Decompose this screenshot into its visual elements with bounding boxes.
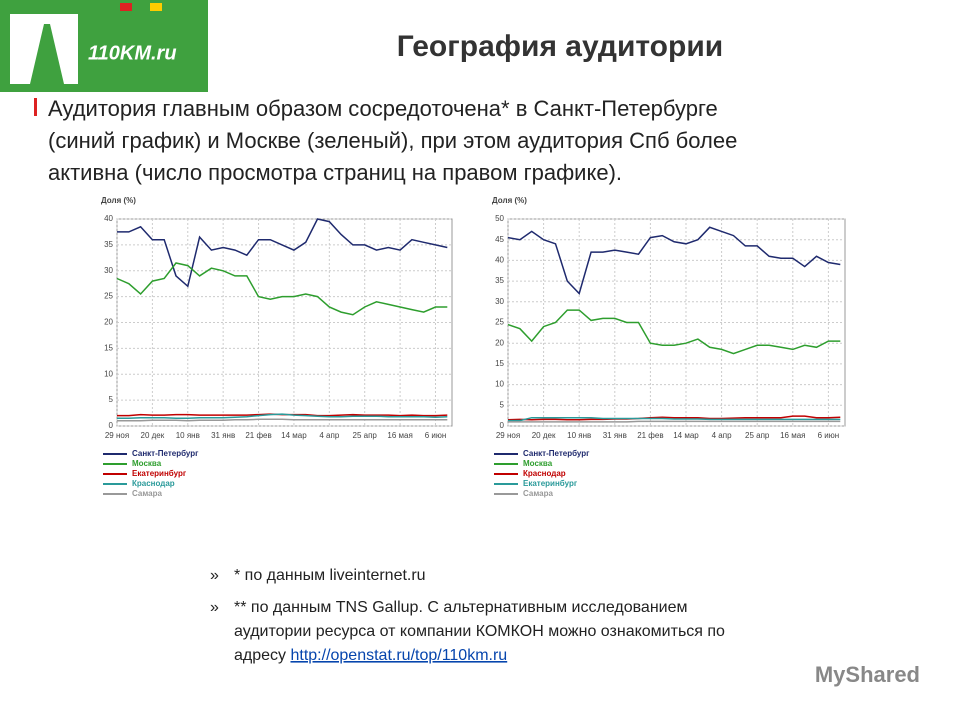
legend-label: Санкт-Петербург: [132, 449, 199, 458]
legend-label: Екатеринбург: [523, 479, 578, 488]
plot-area: [116, 218, 453, 427]
y-tick-label: 0: [109, 421, 114, 430]
x-tick-label: 31 янв: [603, 431, 627, 440]
watermark: MyShared: [815, 662, 920, 687]
logo-mark: [150, 3, 162, 11]
y-tick-label: 5: [109, 395, 114, 404]
y-tick-label: 10: [104, 369, 113, 378]
legend-label: Санкт-Петербург: [523, 449, 590, 458]
footnote-marker: »: [210, 567, 219, 584]
footnote-text: ** по данным TNS Gallup. С альтернативны…: [234, 599, 687, 616]
series-line: [508, 416, 841, 422]
legend-label: Москва: [523, 459, 553, 468]
y-tick-label: 15: [495, 359, 504, 368]
series-line: [507, 415, 841, 421]
x-tick-label: 14 мар: [673, 431, 699, 440]
chart: Доля (%) 0 5 10 15 20 25 30 35 40 29 ноя 20 дек 10 я…: [101, 196, 453, 498]
y-tick-label: 20: [495, 338, 504, 347]
x-tick-label: 4 апр: [712, 431, 732, 440]
y-axis-label: Доля (%): [101, 196, 136, 205]
series-line: [508, 420, 841, 423]
x-tick-label: 14 мар: [281, 431, 307, 440]
y-tick-label: 15: [104, 343, 113, 352]
legend-label: Москва: [132, 459, 162, 468]
series-line: [507, 226, 841, 295]
y-tick-label: 20: [104, 318, 113, 327]
series-line: [117, 413, 448, 419]
footnote-marker: »: [210, 599, 219, 616]
x-tick-label: 21 фев: [637, 431, 663, 440]
y-tick-label: 0: [500, 421, 505, 430]
y-tick-label: 30: [495, 297, 504, 306]
x-tick-label: 31 янв: [211, 431, 235, 440]
y-tick-label: 30: [104, 266, 113, 275]
footnote-text: адресу: [234, 647, 290, 664]
series-line: [117, 218, 448, 288]
y-tick-label: 40: [495, 256, 504, 265]
paragraph-line: Аудитория главным образом сосредоточена*…: [48, 96, 718, 121]
x-tick-label: 16 мая: [387, 431, 412, 440]
footnote-text: адресу http://openstat.ru/top/110km.ru: [234, 647, 507, 664]
x-tick-label: 6 июн: [425, 431, 447, 440]
y-tick-label: 25: [495, 318, 504, 327]
x-tick-label: 20 дек: [532, 431, 556, 440]
legend-label: Краснодар: [523, 469, 566, 478]
y-tick-label: 5: [500, 400, 505, 409]
y-tick-label: 45: [495, 235, 504, 244]
y-tick-label: 35: [495, 276, 504, 285]
legend-label: Самара: [132, 489, 162, 498]
x-tick-label: 21 фев: [245, 431, 271, 440]
slide-title: География аудитории: [397, 30, 723, 63]
x-tick-label: 25 апр: [745, 431, 770, 440]
charts: Доля (%) 0 5 10 15 20 25 30 35 40 29 ноя 20 дек 10 я…: [101, 196, 846, 498]
y-tick-label: 50: [495, 214, 504, 223]
y-tick-label: 10: [495, 380, 504, 389]
bullet-marker: [34, 98, 37, 116]
footnote-text: аудитории ресурса от компании КОМКОН мож…: [234, 623, 725, 640]
x-tick-label: 4 апр: [319, 431, 339, 440]
paragraph-line: активна (число просмотра страниц на прав…: [48, 160, 622, 185]
x-tick-label: 25 апр: [353, 431, 378, 440]
chart: Доля (%) 0 5 10 15 20 25 30 35 40 45 50 29 ноя 20 дек…: [492, 196, 846, 498]
x-tick-label: 29 ноя: [496, 431, 520, 440]
footnotes: » * по данным liveinternet.ru » ** по данны…: [210, 567, 725, 664]
series-line: [116, 262, 448, 316]
legend-label: Краснодар: [132, 479, 175, 488]
x-tick-label: 6 июн: [818, 431, 840, 440]
series-line: [507, 309, 841, 355]
logo-text: 110KM.ru: [88, 42, 177, 64]
y-tick-label: 35: [104, 240, 113, 249]
y-tick-label: 40: [104, 214, 113, 223]
paragraph: Аудитория главным образом сосредоточена*…: [48, 96, 737, 185]
footnote-text: * по данным liveinternet.ru: [234, 567, 426, 584]
y-axis-label: Доля (%): [492, 196, 527, 205]
x-tick-label: 10 янв: [176, 431, 200, 440]
y-tick-label: 25: [104, 292, 113, 301]
paragraph-line: (синий график) и Москве (зеленый), при э…: [48, 128, 737, 153]
link[interactable]: http://openstat.ru/top/110km.ru: [290, 647, 507, 664]
legend-label: Самара: [523, 489, 553, 498]
series-line: [117, 418, 448, 422]
x-tick-label: 10 янв: [567, 431, 591, 440]
x-tick-label: 16 мая: [780, 431, 805, 440]
x-tick-label: 20 дек: [141, 431, 165, 440]
legend-label: Екатеринбург: [132, 469, 187, 478]
logo-mark: [120, 3, 132, 11]
x-tick-label: 29 ноя: [105, 431, 129, 440]
logo-road: [30, 24, 64, 84]
